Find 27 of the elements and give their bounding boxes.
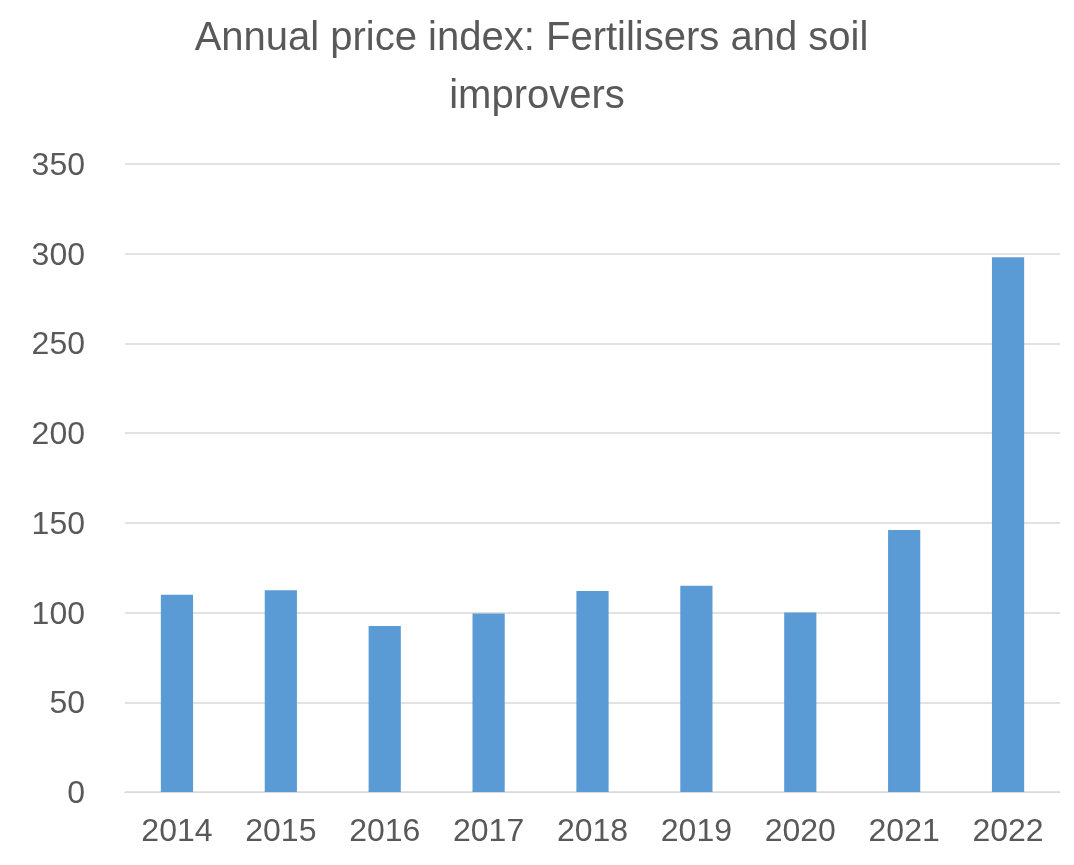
x-tick-label: 2015: [245, 812, 317, 848]
y-tick-label: 150: [31, 504, 85, 541]
bar: [160, 594, 194, 792]
bar: [991, 257, 1025, 792]
x-tick-label: 2016: [349, 812, 421, 848]
y-tick-label: 250: [31, 325, 85, 362]
bar: [576, 591, 609, 792]
x-tick-label: 2022: [972, 812, 1044, 848]
bar: [472, 613, 505, 792]
bar: [784, 612, 817, 792]
x-tick-label: 2020: [764, 812, 836, 848]
y-tick-label: 0: [67, 774, 85, 810]
bar: [888, 530, 921, 792]
x-tick-label: 2021: [868, 812, 940, 848]
y-tick-label: 100: [31, 594, 85, 631]
y-tick-label: 300: [31, 235, 85, 272]
x-tick-label: 2014: [141, 812, 213, 848]
bar: [368, 626, 401, 792]
y-tick-label: 350: [31, 146, 85, 182]
bar: [680, 585, 713, 792]
x-tick-label: 2017: [453, 812, 525, 848]
x-tick-label: 2019: [660, 812, 732, 848]
x-tick-label: 2018: [556, 812, 629, 848]
chart-title: Annual price index: Fertilisers and soil improvers: [194, 14, 880, 116]
y-tick-label: 200: [31, 415, 85, 452]
bar: [264, 590, 297, 792]
y-tick-label: 50: [49, 684, 85, 721]
